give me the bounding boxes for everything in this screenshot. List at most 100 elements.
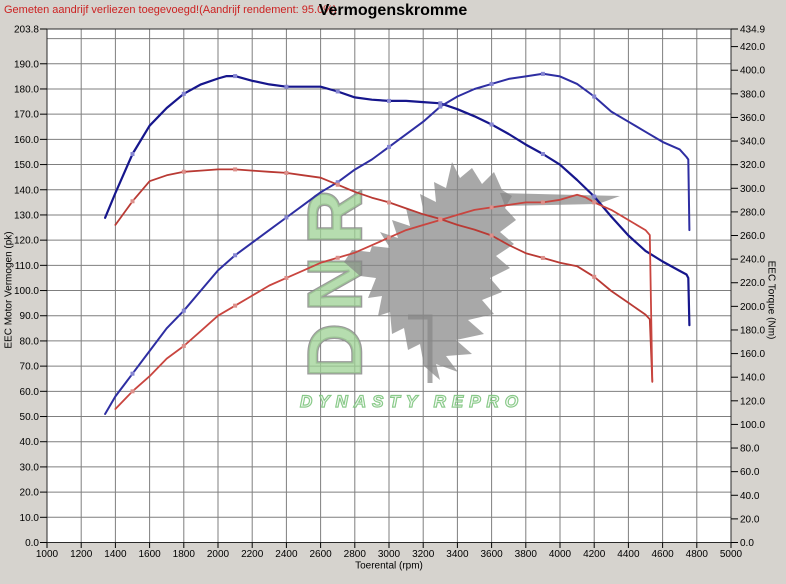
y-left-tick-label: 90.0 xyxy=(20,311,40,322)
watermark: DNR DYNASTY REPRO xyxy=(292,162,620,412)
data-marker-vermogen-run-blue xyxy=(233,253,238,258)
y-right-tick-label: 180.0 xyxy=(740,325,765,336)
y-right-tick-label: 200.0 xyxy=(740,302,765,313)
data-marker-torque-run-blue xyxy=(540,152,545,157)
y-right-tick-label: 100.0 xyxy=(740,420,765,431)
data-marker-torque-run-red xyxy=(540,255,545,260)
data-marker-torque-run-blue xyxy=(438,101,443,106)
y-right-tick-label: 120.0 xyxy=(740,396,765,407)
y-right-tick-label: 260.0 xyxy=(740,231,765,242)
y-left-tick-label: 100.0 xyxy=(14,286,39,297)
x-tick-label: 4400 xyxy=(617,549,640,560)
watermark-vertical-text: DNR xyxy=(293,178,378,379)
y-right-tick-label: 20.0 xyxy=(740,514,760,525)
data-marker-vermogen-run-red xyxy=(233,303,238,308)
y-left-tick-label: 80.0 xyxy=(20,336,40,347)
x-tick-label: 4000 xyxy=(549,549,572,560)
x-tick-label: 1400 xyxy=(104,549,127,560)
y-right-tick-label: 400.0 xyxy=(740,66,765,77)
x-tick-label: 4200 xyxy=(583,549,606,560)
right-axis-title: EEC Torque (Nm) xyxy=(765,260,777,340)
y-right-tick-label: 300.0 xyxy=(740,184,765,195)
x-tick-label: 1200 xyxy=(70,549,93,560)
data-marker-torque-run-blue xyxy=(233,74,238,79)
y-left-tick-label: 150.0 xyxy=(14,160,39,171)
data-marker-torque-run-blue xyxy=(489,122,494,127)
y-right-tick-label: 140.0 xyxy=(740,373,765,384)
y-right-tick-label: 280.0 xyxy=(740,207,765,218)
y-left-tick-label: 130.0 xyxy=(14,210,39,221)
x-tick-label: 3400 xyxy=(446,549,469,560)
x-tick-label: 2200 xyxy=(241,549,264,560)
y-left-tick-label: 0.0 xyxy=(25,538,39,549)
data-marker-vermogen-run-blue xyxy=(540,71,545,76)
drivetrain-loss-note: Gemeten aandrijf verliezen toegevoegd!(A… xyxy=(4,4,337,16)
y-left-tick-label: 10.0 xyxy=(20,513,40,524)
data-marker-torque-run-red xyxy=(233,167,238,172)
data-marker-vermogen-run-red xyxy=(489,205,494,210)
y-left-tick-label: 40.0 xyxy=(20,437,40,448)
data-marker-vermogen-run-red xyxy=(387,235,391,240)
page-title: Vermogenskromme xyxy=(318,2,468,19)
x-tick-label: 4600 xyxy=(651,549,674,560)
data-marker-torque-run-blue xyxy=(130,152,135,157)
y-right-tick-label: 240.0 xyxy=(740,255,765,266)
axis-layer: 203.8 190.0 180.0 170.0 160.0 150.0 140.0 130.0… xyxy=(14,25,765,561)
data-marker-torque-run-red xyxy=(592,274,597,279)
y-right-tick-label: 434.9 xyxy=(740,25,765,36)
curve-layer xyxy=(103,71,691,415)
y-left-tick-label: 30.0 xyxy=(20,462,40,473)
data-marker-torque-run-red xyxy=(335,182,340,187)
x-tick-label: 2400 xyxy=(275,549,298,560)
data-marker-torque-run-red xyxy=(489,233,494,238)
y-right-tick-label: 60.0 xyxy=(740,467,760,478)
data-marker-vermogen-run-red xyxy=(335,255,340,260)
data-marker-vermogen-run-blue xyxy=(335,180,340,185)
data-marker-vermogen-run-blue xyxy=(438,104,443,109)
y-right-tick-label: 220.0 xyxy=(740,278,765,289)
y-left-tick-label: 50.0 xyxy=(20,412,40,423)
data-marker-vermogen-run-red xyxy=(130,389,135,394)
curve-torque-run-blue xyxy=(103,74,691,327)
y-left-tick-label: 170.0 xyxy=(14,110,39,121)
data-marker-vermogen-run-red xyxy=(438,217,443,222)
curve-vermogen-run-blue xyxy=(104,72,691,415)
x-tick-label: 3200 xyxy=(412,549,435,560)
curve-vermogen-run-red xyxy=(114,193,654,410)
x-tick-label: 1600 xyxy=(138,549,161,560)
y-left-tick-label: 180.0 xyxy=(14,84,39,95)
data-marker-vermogen-run-blue xyxy=(489,81,494,86)
x-tick-label: 2800 xyxy=(344,549,367,560)
y-left-tick-label: 203.8 xyxy=(14,25,39,36)
data-marker-vermogen-run-blue xyxy=(181,308,186,313)
wolf-head-watermark-icon xyxy=(344,162,516,380)
y-left-tick-label: 140.0 xyxy=(14,185,39,196)
data-marker-vermogen-run-blue xyxy=(284,215,289,220)
data-marker-vermogen-run-red xyxy=(540,200,545,205)
x-tick-label: 1000 xyxy=(36,549,59,560)
y-right-tick-label: 380.0 xyxy=(740,89,765,100)
data-marker-torque-run-blue xyxy=(181,91,186,96)
y-right-tick-label: 40.0 xyxy=(740,491,760,502)
data-marker-torque-run-red xyxy=(181,169,186,174)
y-left-tick-label: 160.0 xyxy=(14,135,39,146)
x-tick-label: 2000 xyxy=(207,549,230,560)
y-right-tick-label: 320.0 xyxy=(740,160,765,171)
data-marker-torque-run-red xyxy=(130,199,135,204)
data-marker-vermogen-run-red xyxy=(284,275,289,280)
left-axis-title: EEC Motor Vermogen (pk) xyxy=(3,231,15,349)
x-tick-label: 2600 xyxy=(309,549,332,560)
data-marker-torque-run-blue xyxy=(387,98,391,103)
y-right-tick-label: 420.0 xyxy=(740,42,765,53)
y-left-tick-label: 60.0 xyxy=(20,387,40,398)
y-right-tick-label: 340.0 xyxy=(740,137,765,148)
y-left-tick-label: 120.0 xyxy=(14,236,39,247)
data-marker-torque-run-blue xyxy=(335,89,340,94)
data-marker-torque-run-red xyxy=(284,170,289,175)
y-left-tick-label: 110.0 xyxy=(15,261,40,272)
x-tick-label: 1800 xyxy=(173,549,196,560)
x-tick-label: 3000 xyxy=(378,549,401,560)
data-marker-vermogen-run-blue xyxy=(387,144,391,149)
